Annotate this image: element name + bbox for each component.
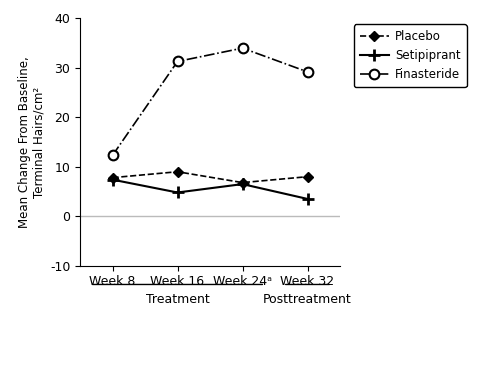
Setipiprant [110, 177, 116, 182]
Placebo [304, 175, 310, 179]
Line: Placebo: Placebo [108, 168, 312, 186]
Setipiprant [240, 182, 246, 186]
Finasteride [304, 70, 310, 74]
Line: Finasteride: Finasteride [108, 43, 312, 160]
Line: Setipiprant: Setipiprant [106, 173, 314, 205]
Y-axis label: Mean Change From Baseline,
Terminal Hairs/cm²: Mean Change From Baseline, Terminal Hair… [18, 56, 46, 228]
Finasteride [240, 46, 246, 50]
Finasteride [110, 153, 116, 158]
Legend: Placebo, Setipiprant, Finasteride: Placebo, Setipiprant, Finasteride [354, 24, 467, 87]
Text: Posttreatment: Posttreatment [263, 293, 352, 306]
Finasteride [174, 59, 180, 64]
Setipiprant [304, 197, 310, 201]
Placebo [110, 175, 116, 180]
Placebo [240, 180, 246, 185]
Placebo [174, 169, 180, 174]
Text: Treatment: Treatment [146, 293, 210, 306]
Setipiprant [174, 190, 180, 195]
